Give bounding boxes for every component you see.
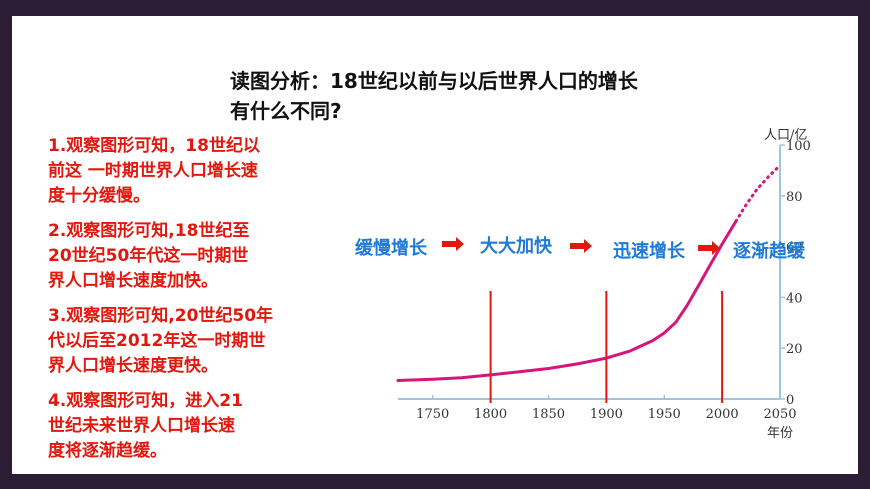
population-curve-solid: [396, 219, 738, 382]
x-tick-label-0: 1750: [416, 407, 449, 422]
point-3-line-1: 3.观察图形可知,20世纪50年: [48, 306, 274, 326]
point-4-line-2: 世纪未来世界人口增长速: [48, 416, 235, 436]
page-title: 读图分析：18世纪以前与以后世界人口的增长 有什么不同?: [230, 66, 770, 126]
point-4-line-3: 度将逐渐趋缓。: [48, 441, 167, 461]
x-tick-label-6: 2050: [763, 407, 796, 422]
stage-label-4: 逐渐趋缓: [733, 240, 806, 262]
point-4-line-1: 4.观察图形可知，进入21: [48, 391, 243, 411]
title-line-2: 有什么不同?: [230, 99, 342, 123]
stage-label-1: 缓慢增长: [355, 237, 428, 259]
y-tick-label-0: 0: [786, 393, 794, 408]
y-tick-label-3: 60: [786, 241, 803, 256]
x-tick-label-3: 1900: [590, 407, 623, 422]
analysis-point-4: 4.观察图形可知，进入21 世纪未来世界人口增长速 度将逐渐趋缓。: [48, 389, 338, 464]
title-line-1: 读图分析：18世纪以前与以后世界人口的增长: [230, 69, 638, 93]
y-tick-label-5: 100: [786, 139, 811, 154]
slide: 读图分析：18世纪以前与以后世界人口的增长 有什么不同? 1.观察图形可知，18…: [12, 16, 858, 474]
y-tick-label-4: 80: [786, 190, 803, 205]
stage-arrow-1: [442, 237, 464, 251]
analysis-point-3: 3.观察图形可知,20世纪50年 代以后至2012年这一时期世 界人口增长速度更…: [48, 304, 338, 379]
population-curve-projection: [734, 163, 782, 223]
stage-label-3: 迅速增长: [613, 240, 686, 262]
x-tick-label-5: 2000: [706, 407, 739, 422]
point-2-line-3: 界人口增长速度加快。: [48, 271, 218, 291]
stage-label-2: 大大加快: [480, 235, 553, 257]
point-2-line-2: 20世纪50年代这一时期世: [48, 246, 249, 266]
x-tick-label-1: 1800: [474, 407, 507, 422]
point-1-line-3: 度十分缓慢。: [48, 186, 150, 206]
x-tick-label-4: 1950: [648, 407, 681, 422]
x-axis-label: 年份: [767, 426, 793, 441]
y-axis-label: 人口/亿: [764, 128, 807, 143]
stage-arrow-3: [698, 241, 720, 255]
y-tick-label-1: 20: [786, 342, 803, 357]
analysis-points: 1.观察图形可知，18世纪以 前这 一时期世界人口增长速 度十分缓慢。 2.观察…: [48, 134, 338, 474]
point-1-line-1: 1.观察图形可知，18世纪以: [48, 136, 260, 156]
x-tick-label-2: 1850: [532, 407, 565, 422]
point-3-line-3: 界人口增长速度更快。: [48, 356, 218, 376]
point-3-line-2: 代以后至2012年这一时期世: [48, 331, 266, 351]
analysis-point-1: 1.观察图形可知，18世纪以 前这 一时期世界人口增长速 度十分缓慢。: [48, 134, 338, 209]
point-2-line-1: 2.观察图形可知,18世纪至: [48, 221, 250, 241]
point-1-line-2: 前这 一时期世界人口增长速: [48, 161, 258, 181]
stage-arrow-2: [570, 239, 592, 253]
analysis-point-2: 2.观察图形可知,18世纪至 20世纪50年代这一时期世 界人口增长速度加快。: [48, 219, 338, 294]
y-tick-label-2: 40: [786, 291, 803, 306]
